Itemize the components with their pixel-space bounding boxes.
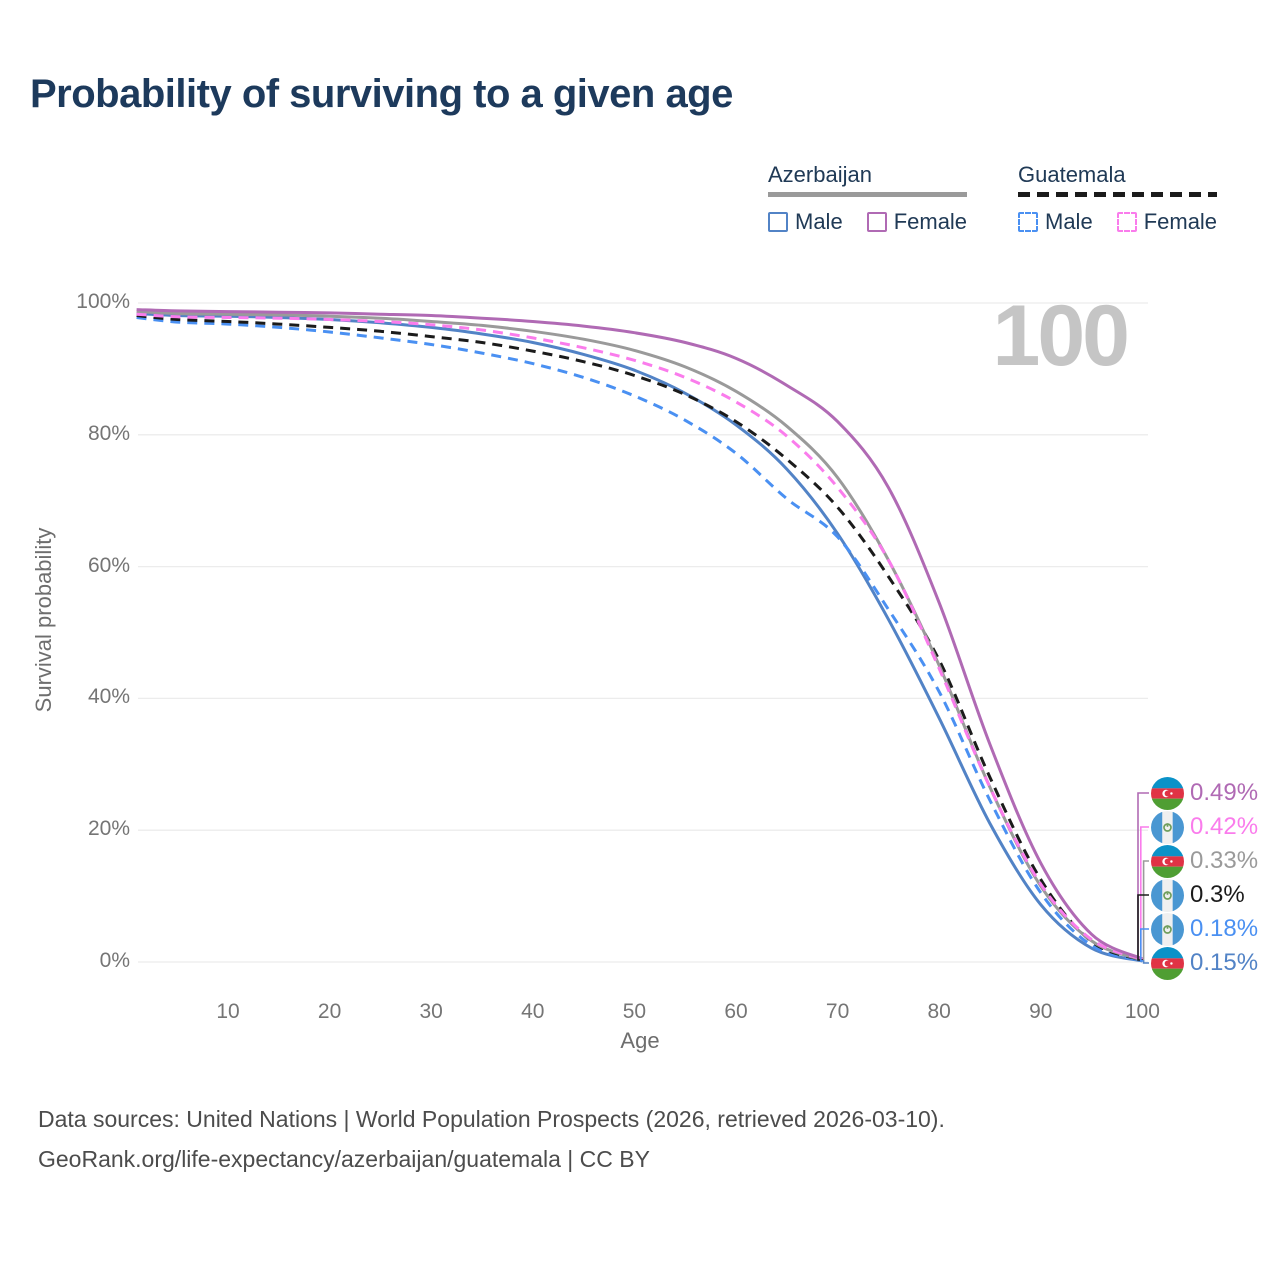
y-tick-label: 80% [87, 421, 130, 445]
x-axis-title: Age [620, 1028, 660, 1053]
legend-title-azerbaijan: Azerbaijan [768, 162, 872, 187]
legend-label: Male [795, 209, 843, 234]
legend-title-guatemala: Guatemala [1018, 162, 1126, 187]
end-label-value: 0.3% [1190, 881, 1245, 908]
y-tick-label: 40% [87, 685, 130, 709]
end-label-value: 0.33% [1190, 847, 1259, 874]
x-tick-label: 10 [216, 1000, 240, 1023]
legend-line-azerbaijan [768, 192, 968, 197]
x-tick-label: 100 [1124, 1000, 1160, 1023]
leader-line [1142, 860, 1149, 961]
legend-label: Male [1045, 209, 1093, 234]
leader-line [1140, 928, 1149, 962]
series-line-azerbaijan-both-sexes[interactable] [136, 310, 1143, 962]
x-tick-label: 70 [825, 1000, 850, 1023]
leader-line [1142, 960, 1149, 964]
azerbaijan-flag-icon [1151, 776, 1184, 810]
end-label-value: 0.18% [1190, 915, 1259, 942]
end-label-value: 0.49% [1190, 779, 1259, 806]
end-label-guatemala-female: 0.42% [1151, 810, 1258, 844]
end-label-value: 0.42% [1190, 813, 1259, 840]
footer-attribution: GeoRank.org/life-expectancy/azerbaijan/g… [38, 1146, 650, 1172]
legend-group-azerbaijan: Azerbaijan Male Female [768, 162, 968, 235]
legend-item-azerbaijan-female[interactable]: Female [866, 209, 968, 235]
x-tick-label: 60 [724, 1000, 748, 1023]
x-tick-label: 90 [1029, 1000, 1053, 1023]
y-tick-label: 60% [87, 553, 130, 577]
series-line-azerbaijan-female[interactable] [136, 308, 1144, 961]
x-tick-label: 50 [622, 1000, 647, 1023]
end-label-azerbaijan-male: 0.15% [1151, 946, 1258, 980]
end-label-azerbaijan-female: 0.49% [1151, 776, 1258, 810]
y-tick-label: 20% [87, 817, 130, 841]
series-line-guatemala-female[interactable] [136, 312, 1143, 961]
guatemala-female-swatch-icon [1116, 212, 1137, 232]
legend-label: Female [893, 209, 968, 234]
series-line-guatemala-both-sexes[interactable] [136, 314, 1143, 962]
guatemala-male-swatch-icon [1018, 212, 1038, 232]
series-line-azerbaijan-male[interactable] [136, 312, 1143, 963]
legend-item-guatemala-male[interactable]: Male [1018, 209, 1093, 235]
x-tick-label: 40 [521, 1000, 545, 1023]
azerbaijan-female-swatch-icon [866, 212, 887, 232]
x-tick-label: 30 [419, 1000, 443, 1023]
end-label-azerbaijan-both-sexes: 0.33% [1151, 844, 1258, 878]
azerbaijan-flag-icon [1151, 946, 1184, 980]
legend-line-guatemala [1018, 192, 1218, 197]
y-tick-label: 100% [76, 290, 130, 313]
y-tick-label: 0% [99, 949, 130, 972]
x-tick-label: 20 [317, 1000, 342, 1023]
guatemala-flag-icon [1151, 912, 1184, 946]
legend-group-guatemala: Guatemala Male Female [1018, 162, 1218, 235]
footer-data-sources: Data sources: United Nations | World Pop… [38, 1106, 945, 1132]
guatemala-flag-icon [1151, 878, 1184, 912]
end-label-guatemala-male: 0.18% [1151, 912, 1258, 946]
age-watermark: 100 [992, 288, 1131, 384]
end-label-guatemala-both-sexes: 0.3% [1151, 878, 1245, 912]
azerbaijan-flag-icon [1151, 844, 1184, 878]
x-tick-label: 80 [927, 1000, 951, 1023]
legend-item-azerbaijan-male[interactable]: Male [768, 209, 843, 235]
leader-line [1140, 826, 1149, 960]
series-line-guatemala-male[interactable] [136, 316, 1143, 963]
legend-label: Female [1143, 209, 1218, 234]
end-label-value: 0.15% [1190, 949, 1259, 976]
legend-item-guatemala-female[interactable]: Female [1116, 209, 1218, 235]
guatemala-flag-icon [1151, 810, 1184, 844]
page-title: Probability of surviving to a given age [30, 72, 733, 116]
azerbaijan-male-swatch-icon [768, 212, 788, 232]
